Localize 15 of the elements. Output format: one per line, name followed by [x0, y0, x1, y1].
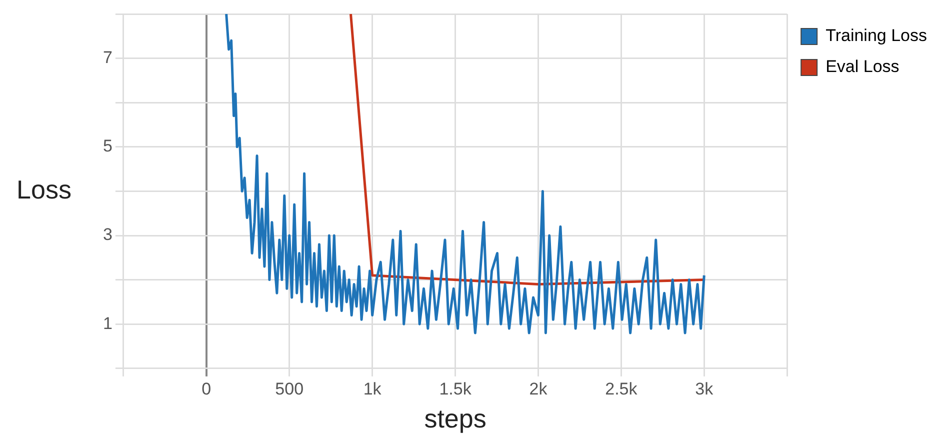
y-tick-label: 7: [102, 48, 112, 67]
x-axis-title: steps: [424, 404, 486, 434]
y-tick-label: 1: [102, 314, 112, 333]
y-tick-label: 3: [102, 225, 112, 244]
y-axis-title: Loss: [16, 174, 72, 204]
x-tick-label: 3k: [695, 379, 714, 398]
x-tick-label: 2k: [529, 379, 548, 398]
x-tick-label: 1.5k: [439, 379, 472, 398]
x-tick-label: 500: [275, 379, 304, 398]
x-tick-label: 2.5k: [605, 379, 638, 398]
x-tick-label: 0: [202, 379, 212, 398]
legend-label: Eval Loss: [826, 57, 900, 76]
legend-label: Training Loss: [826, 26, 928, 46]
y-tick-label: 5: [102, 136, 112, 156]
x-tick-label: 1k: [363, 379, 382, 398]
